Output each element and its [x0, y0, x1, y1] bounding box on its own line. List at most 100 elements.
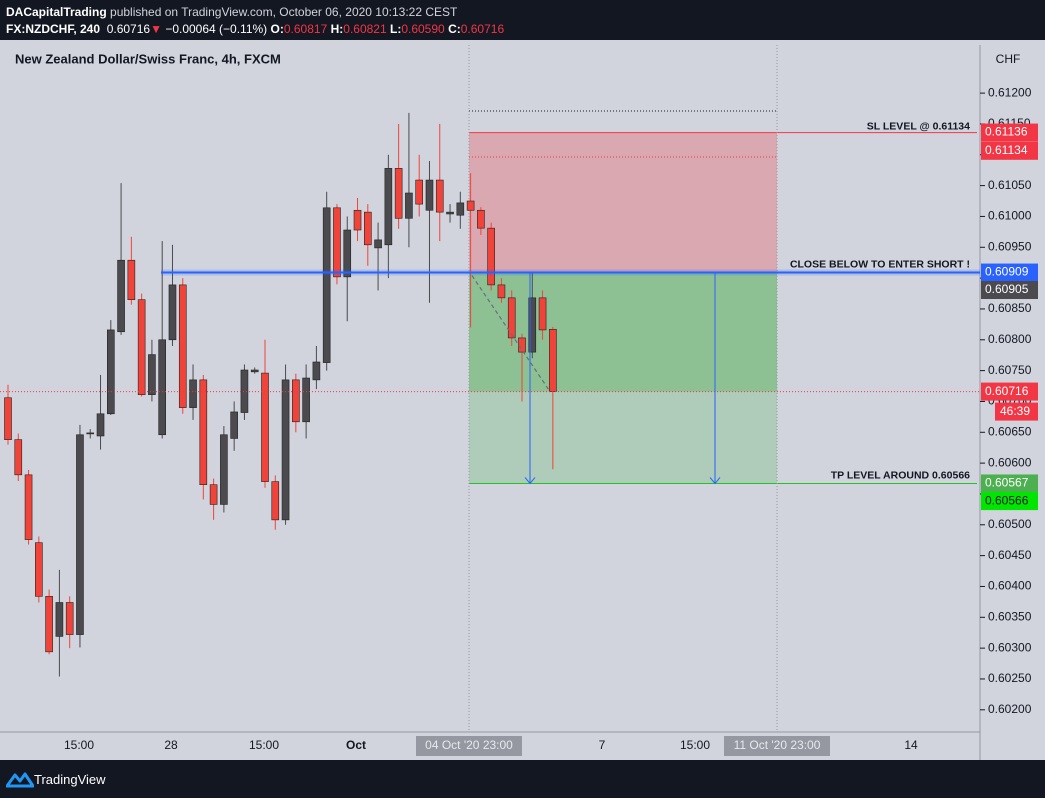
price-badge-label: 0.60909	[985, 265, 1029, 279]
y-tick-label: 0.60500	[988, 517, 1032, 531]
y-tick-label: 0.61050	[988, 178, 1032, 192]
candle-body	[55, 602, 64, 637]
publish-line: DACapitalTrading published on TradingVie…	[6, 5, 457, 19]
x-tick-label: Oct	[346, 738, 366, 752]
x-tick-label: 14	[904, 738, 918, 752]
annotation: SL LEVEL @ 0.61134	[867, 120, 970, 132]
y-tick-label: 0.61200	[988, 85, 1032, 99]
target-zone-active	[469, 272, 777, 392]
price-badge	[981, 382, 1038, 401]
candle-body	[302, 377, 310, 423]
countdown-bg	[995, 402, 1038, 421]
time-marker: 11 Oct '20 23:00	[734, 738, 821, 752]
x-tick-label: 28	[164, 738, 178, 752]
candle-body	[507, 297, 516, 339]
candle-body	[250, 369, 259, 373]
price-badge	[981, 141, 1038, 160]
candle-body	[65, 602, 74, 635]
countdown: 46:39	[1000, 404, 1030, 418]
candle-body	[322, 207, 331, 363]
candle-body	[384, 168, 393, 246]
candle-body	[363, 211, 372, 246]
candle-body	[528, 297, 537, 353]
price-badge	[981, 492, 1038, 511]
l-label: L:	[390, 22, 402, 36]
change: −0.00064 (−0.11%)	[165, 22, 268, 36]
x-tick-label: 15:00	[249, 738, 279, 752]
candle-body	[107, 329, 115, 415]
candle-body	[96, 413, 105, 437]
candle-body	[425, 179, 434, 211]
arrow-head	[524, 477, 536, 485]
author: DACapitalTrading	[6, 5, 107, 19]
candle-body	[456, 202, 465, 216]
candle-body	[343, 229, 352, 278]
candle-body	[158, 339, 166, 436]
y-tick-label: 0.60400	[988, 579, 1032, 593]
logo	[6, 772, 34, 788]
price-badge-label: 0.60566	[985, 493, 1029, 507]
candle-body	[415, 179, 424, 205]
candle-body	[549, 328, 557, 392]
y-tick-label: 0.60600	[988, 455, 1032, 469]
candle-body	[281, 379, 290, 521]
footer: TradingView	[0, 760, 1045, 798]
candle-body	[199, 379, 208, 486]
y-tick-label: 0.60800	[988, 332, 1032, 346]
candle-body	[518, 337, 526, 353]
annotation: CLOSE BELOW TO ENTER SHORT !	[790, 258, 970, 270]
candle-body	[394, 168, 403, 219]
o-label: O:	[270, 22, 284, 36]
candle-body	[86, 432, 95, 435]
stop-zone	[469, 132, 777, 273]
candle-body	[220, 434, 228, 505]
candle-body	[497, 284, 506, 299]
o: 0.60817	[283, 22, 328, 36]
candle-body	[466, 200, 475, 211]
candle-body	[168, 284, 177, 341]
c: 0.60716	[460, 22, 505, 36]
candle-body	[137, 299, 146, 395]
chart-title: New Zealand Dollar/Swiss Franc, 4h, FXCM	[15, 51, 281, 66]
price-badge-label: 0.60567	[985, 476, 1029, 490]
time-marker-bg	[724, 736, 830, 756]
candle-body	[24, 474, 33, 540]
h-label: H:	[330, 22, 344, 36]
x-tick-label: 15:00	[64, 738, 94, 752]
l: 0.60590	[401, 22, 445, 36]
candle-body	[189, 379, 197, 408]
candle-body	[14, 439, 23, 476]
candle-body	[4, 397, 12, 440]
price-badge-label: 0.61134	[985, 143, 1028, 157]
currency: CHF	[996, 52, 1021, 66]
brand: TradingView	[34, 772, 106, 787]
price-badge	[981, 263, 1038, 282]
candle-body	[477, 209, 485, 229]
y-tick-label: 0.60350	[988, 609, 1032, 623]
candle-body	[487, 227, 495, 286]
y-tick-label: 0.60950	[988, 239, 1032, 253]
y-tick-label: 0.60200	[988, 702, 1032, 716]
candle-body	[178, 284, 187, 408]
candle-body	[117, 259, 125, 333]
ohlc-line: FX:NZDCHF, 240 0.60716▼ −0.00064 (−0.11%…	[6, 22, 504, 36]
y-tick-label: 0.61000	[988, 209, 1032, 223]
candle-body	[374, 239, 382, 249]
candle-body	[148, 354, 156, 395]
price-badge	[981, 281, 1038, 300]
chart: SL LEVEL @ 0.61134 CLOSE BELOW TO ENTER S…	[0, 40, 1045, 760]
arrow: ▼	[150, 22, 162, 36]
trend-dash	[471, 275, 551, 392]
last: 0.60716	[106, 22, 151, 36]
candle-body	[333, 207, 341, 278]
candle-body	[292, 379, 300, 423]
y-tick-label: 0.60850	[988, 301, 1032, 315]
candle-body	[76, 434, 84, 635]
candle-body	[45, 596, 53, 653]
header: DACapitalTrading published on TradingVie…	[0, 0, 1045, 40]
target-zone	[469, 272, 777, 484]
candle-body	[312, 361, 321, 381]
x-tick-label: 15:00	[680, 738, 710, 752]
candle-body	[35, 542, 43, 597]
candle-body	[405, 192, 413, 219]
